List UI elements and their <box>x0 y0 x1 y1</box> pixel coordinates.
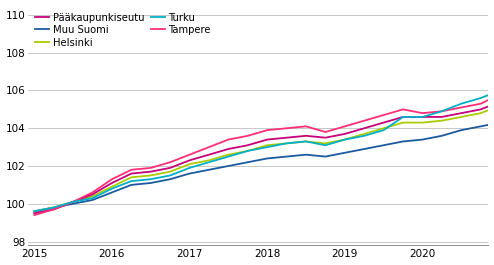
Legend: Pääkaupunkiseutu, Muu Suomi, Helsinki, Turku, Tampere: Pääkaupunkiseutu, Muu Suomi, Helsinki, T… <box>33 11 213 50</box>
